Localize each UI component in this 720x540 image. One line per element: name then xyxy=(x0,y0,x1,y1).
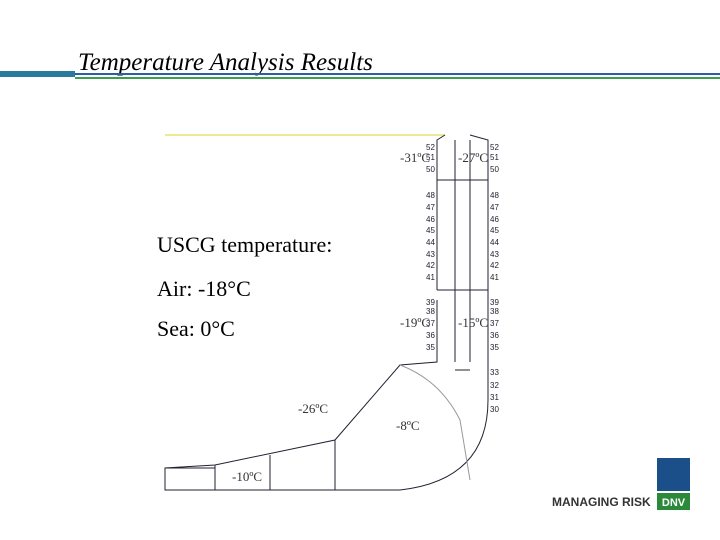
bilge-line xyxy=(399,364,471,481)
node-label: 39 xyxy=(490,298,499,307)
node-label: 50 xyxy=(426,165,435,174)
inner-structure xyxy=(437,140,488,371)
node-label: 35 xyxy=(426,343,435,352)
node-label: 30 xyxy=(490,405,499,414)
node-label: 48 xyxy=(490,191,499,200)
node-label: 51 xyxy=(490,153,499,162)
node-label: 39 xyxy=(426,298,435,307)
node-label: 44 xyxy=(426,238,435,247)
temperature-label: -15ºC xyxy=(458,315,488,330)
node-label: 45 xyxy=(490,226,499,235)
node-label: 41 xyxy=(426,273,435,282)
logo-text: DNV xyxy=(662,497,686,509)
node-label: 46 xyxy=(426,215,435,224)
node-label: 31 xyxy=(490,393,499,402)
node-label: 51 xyxy=(426,153,435,162)
slogan: MANAGING RISK xyxy=(552,495,651,509)
node-label: 48 xyxy=(426,191,435,200)
temperature-label: -8ºC xyxy=(396,418,420,433)
hull-section xyxy=(164,134,489,491)
node-label: 52 xyxy=(490,143,499,152)
node-label: 42 xyxy=(426,261,435,270)
node-label: 38 xyxy=(490,307,499,316)
node-label: 46 xyxy=(490,215,499,224)
logo-band xyxy=(657,493,690,510)
node-label: 35 xyxy=(490,343,499,352)
node-label: 44 xyxy=(490,238,499,247)
node-label: 47 xyxy=(426,203,435,212)
slide-title: Temperature Analysis Results xyxy=(78,49,373,76)
node-label: 52 xyxy=(426,143,435,152)
hull-outline xyxy=(164,134,489,491)
temperature-label: -19ºC xyxy=(400,315,430,330)
title-bar xyxy=(0,71,75,77)
node-label: 38 xyxy=(426,307,435,316)
node-label: 37 xyxy=(490,319,499,328)
note: Air: -18°C xyxy=(157,276,251,301)
logo-mark xyxy=(657,458,690,491)
node-label: 36 xyxy=(426,331,435,340)
node-label: 32 xyxy=(490,381,499,390)
node-label: 41 xyxy=(490,273,499,282)
node-label: 43 xyxy=(426,250,435,259)
node-label: 45 xyxy=(426,226,435,235)
node-label: 36 xyxy=(490,331,499,340)
temperature-label: -31ºC xyxy=(400,150,430,165)
note: Sea: 0°C xyxy=(157,316,235,341)
node-label: 47 xyxy=(490,203,499,212)
node-label: 33 xyxy=(490,368,499,377)
temperature-label: -10ºC xyxy=(232,469,262,484)
node-label: 43 xyxy=(490,250,499,259)
temperature-label: -27ºC xyxy=(458,150,488,165)
node-label: 42 xyxy=(490,261,499,270)
note: USCG temperature: xyxy=(157,232,332,257)
bottom-structure xyxy=(165,440,336,490)
temperature-label: -26ºC xyxy=(298,401,328,416)
node-label: 37 xyxy=(426,319,435,328)
node-label: 50 xyxy=(490,165,499,174)
